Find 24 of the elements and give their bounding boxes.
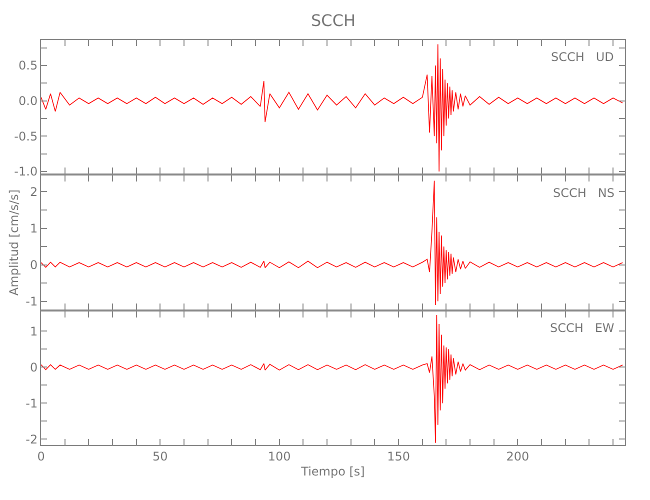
y-tick-label: 0 xyxy=(30,258,38,272)
line-series xyxy=(41,314,624,444)
y-tick-label: -0.5 xyxy=(14,129,38,144)
annotation: SCCH EW xyxy=(550,321,614,335)
x-tick-label: 50 xyxy=(152,449,168,464)
y-tick-label: 0 xyxy=(30,360,38,374)
y-tick-label: 1 xyxy=(30,324,38,338)
y-tick-label: 2 xyxy=(30,184,38,199)
line-series xyxy=(41,180,624,306)
x-tick-label: 200 xyxy=(506,449,530,464)
y-axis-title: Amplitud [cm/s/s] xyxy=(6,189,21,296)
y-tick-label: 0.0 xyxy=(18,94,38,108)
y-tick-label: -1 xyxy=(26,294,38,308)
annotation: SCCH NS xyxy=(553,186,614,200)
x-tick-label: 100 xyxy=(268,449,291,464)
annotation: SCCH UD xyxy=(551,50,614,64)
y-tick-label: 1 xyxy=(30,221,38,236)
y-tick-label: 0.5 xyxy=(18,58,38,73)
x-tick-label: 150 xyxy=(387,449,410,464)
y-tick-label: -1 xyxy=(26,396,38,410)
y-tick-label: -2 xyxy=(26,432,38,446)
x-axis-title: Tiempo [s] xyxy=(300,464,365,478)
chart-title: SCCH xyxy=(311,11,356,30)
y-tick-label: -1.0 xyxy=(14,164,38,179)
